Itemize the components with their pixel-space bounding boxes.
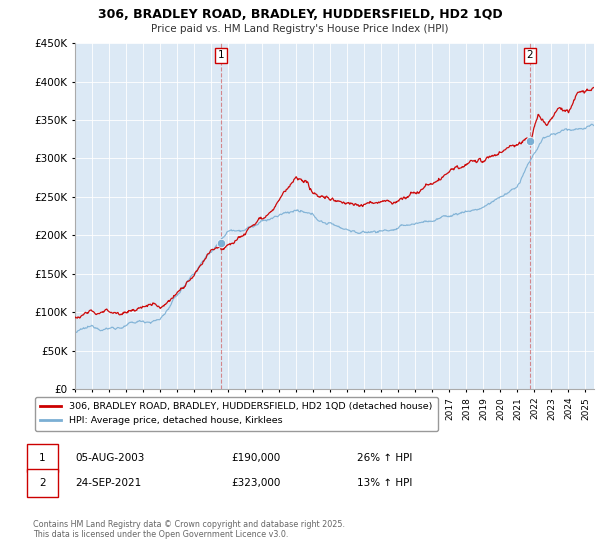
- Text: Contains HM Land Registry data © Crown copyright and database right 2025.
This d: Contains HM Land Registry data © Crown c…: [33, 520, 345, 539]
- Text: 24-SEP-2021: 24-SEP-2021: [75, 478, 141, 488]
- Text: £323,000: £323,000: [231, 478, 280, 488]
- Text: 13% ↑ HPI: 13% ↑ HPI: [357, 478, 412, 488]
- Text: 306, BRADLEY ROAD, BRADLEY, HUDDERSFIELD, HD2 1QD: 306, BRADLEY ROAD, BRADLEY, HUDDERSFIELD…: [98, 8, 502, 21]
- Text: 1: 1: [39, 453, 46, 463]
- Text: £190,000: £190,000: [231, 453, 280, 463]
- Text: 26% ↑ HPI: 26% ↑ HPI: [357, 453, 412, 463]
- Text: 05-AUG-2003: 05-AUG-2003: [75, 453, 145, 463]
- Text: 2: 2: [39, 478, 46, 488]
- Legend: 306, BRADLEY ROAD, BRADLEY, HUDDERSFIELD, HD2 1QD (detached house), HPI: Average: 306, BRADLEY ROAD, BRADLEY, HUDDERSFIELD…: [35, 396, 438, 431]
- Text: Price paid vs. HM Land Registry's House Price Index (HPI): Price paid vs. HM Land Registry's House …: [151, 24, 449, 34]
- Text: 1: 1: [218, 50, 224, 60]
- Text: 2: 2: [526, 50, 533, 60]
